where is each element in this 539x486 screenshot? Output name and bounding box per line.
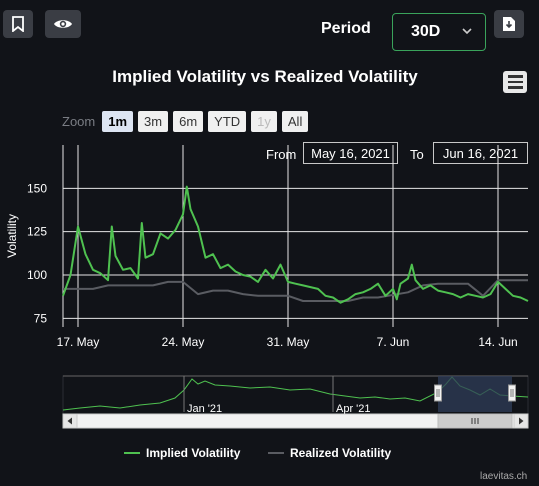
legend-item-implied-volatility[interactable]: Implied Volatility	[124, 446, 241, 460]
zoom-button-1y: 1y	[251, 111, 277, 132]
bookmark-icon	[12, 16, 24, 32]
download-icon	[503, 17, 515, 31]
zoom-button-3m[interactable]: 3m	[138, 111, 169, 132]
chart-grid	[62, 145, 528, 327]
period-value: 30D	[411, 23, 441, 40]
zoom-button-all[interactable]: All	[281, 111, 309, 132]
implied-volatility-line	[62, 185, 529, 304]
navigator[interactable]: Jan '21 Apr '21	[0, 368, 539, 432]
eye-icon	[54, 20, 72, 28]
navigator-label-apr: Apr '21	[336, 403, 371, 415]
zoom-selector: Zoom 1m 3m 6m YTD 1y All	[62, 111, 309, 132]
x-tick-label: 14. Jun	[478, 335, 517, 349]
chart-title: Implied Volatility vs Realized Volatilit…	[112, 67, 418, 86]
chevron-down-icon	[462, 28, 472, 35]
x-tick-label: 24. May	[162, 335, 205, 349]
zoom-button-6m[interactable]: 6m	[173, 111, 204, 132]
legend-item-realized-volatility[interactable]: Realized Volatility	[268, 446, 391, 460]
realized-volatility-line	[63, 279, 528, 302]
range-to-input[interactable]: Jun 16, 2021	[433, 142, 528, 164]
y-tick-label: 125	[27, 225, 47, 239]
scroll-right-icon	[519, 417, 524, 425]
hamburger-icon-line	[507, 86, 523, 89]
navigator-label-jan: Jan '21	[187, 403, 222, 415]
scroll-left-icon	[67, 417, 72, 425]
y-tick-label: 150	[27, 181, 47, 195]
hamburger-icon	[507, 75, 523, 78]
legend-label: Implied Volatility	[146, 446, 241, 460]
download-button[interactable]	[494, 10, 524, 38]
chart-ticks: 75 100 125 150 17. May 24. May 31. May 7. Jun 14…	[27, 181, 518, 349]
y-tick-label: 75	[34, 311, 48, 325]
chart-series	[62, 185, 529, 304]
x-tick-label: 17. May	[57, 335, 100, 349]
chart-legend: Implied Volatility Realized Volatility	[124, 446, 391, 460]
navigator-selected-range[interactable]	[438, 376, 512, 412]
bookmark-button[interactable]	[3, 10, 33, 38]
x-tick-label: 7. Jun	[377, 335, 410, 349]
legend-label: Realized Volatility	[290, 446, 391, 460]
toggle-visibility-button[interactable]	[45, 10, 81, 38]
chart-menu-button[interactable]	[503, 71, 527, 93]
y-tick-label: 100	[27, 268, 47, 282]
zoom-label: Zoom	[62, 114, 96, 129]
y-axis-label: Volatility	[5, 214, 19, 258]
x-tick-label: 31. May	[267, 335, 310, 349]
range-from-input[interactable]: May 16, 2021	[303, 142, 398, 164]
range-to-label: To	[410, 147, 424, 162]
period-select[interactable]: 30D	[392, 13, 486, 51]
zoom-button-ytd[interactable]: YTD	[208, 111, 247, 132]
zoom-button-1m[interactable]: 1m	[102, 111, 134, 132]
grip-icon	[471, 418, 479, 424]
brand-credit: laevitas.ch	[480, 471, 528, 482]
period-label: Period	[321, 20, 371, 37]
navigator-handle-left[interactable]	[434, 384, 442, 402]
navigator-handle-right[interactable]	[508, 384, 516, 402]
main-chart: 75 100 125 150 17. May 24. May 31. May 7. Jun 14…	[5, 145, 529, 349]
range-from-label: From	[266, 147, 297, 162]
hamburger-icon-line	[507, 80, 523, 84]
